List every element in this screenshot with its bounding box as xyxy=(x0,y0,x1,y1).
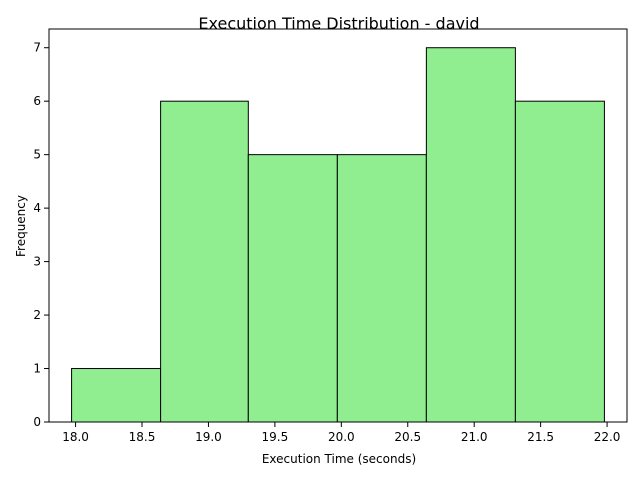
histogram-bar-3 xyxy=(336,154,427,423)
histogram-bar-1 xyxy=(160,100,249,423)
x-tick-label-6: 21.0 xyxy=(461,430,488,444)
y-tick-label-0: 0 xyxy=(33,415,41,429)
y-tick-label-5: 5 xyxy=(33,148,41,162)
x-tick-label-4: 20.0 xyxy=(328,430,355,444)
x-axis-label: Execution Time (seconds) xyxy=(262,452,416,466)
x-tick-label-8: 22.0 xyxy=(594,430,621,444)
y-tick-label-4: 4 xyxy=(33,201,41,215)
x-axis-ticks: 18.0 18.5 19.0 19.5 20.0 20.5 21.0 21.5 22.0 xyxy=(62,422,620,444)
y-tick-label-1: 1 xyxy=(33,362,41,376)
y-axis-label: Frequency xyxy=(14,195,28,257)
histogram-bar-5 xyxy=(514,100,605,423)
y-tick-label-6: 6 xyxy=(33,94,41,108)
bars-group xyxy=(71,47,605,423)
histogram-bar-4 xyxy=(425,47,516,423)
chart-title: Execution Time Distribution - david xyxy=(198,14,479,33)
histogram-bar-0 xyxy=(71,368,162,423)
y-axis-ticks: 0 1 2 3 4 5 6 7 xyxy=(33,41,49,429)
x-tick-label-5: 20.5 xyxy=(394,430,421,444)
x-tick-label-2: 19.0 xyxy=(195,430,222,444)
y-tick-label-2: 2 xyxy=(33,308,41,322)
y-tick-label-3: 3 xyxy=(33,255,41,269)
x-tick-label-1: 18.5 xyxy=(129,430,156,444)
x-tick-label-3: 19.5 xyxy=(262,430,289,444)
y-tick-label-7: 7 xyxy=(33,41,41,55)
x-tick-label-0: 18.0 xyxy=(62,430,89,444)
histogram-bar-2 xyxy=(247,154,338,423)
x-tick-label-7: 21.5 xyxy=(527,430,554,444)
plot-frame xyxy=(48,28,628,423)
